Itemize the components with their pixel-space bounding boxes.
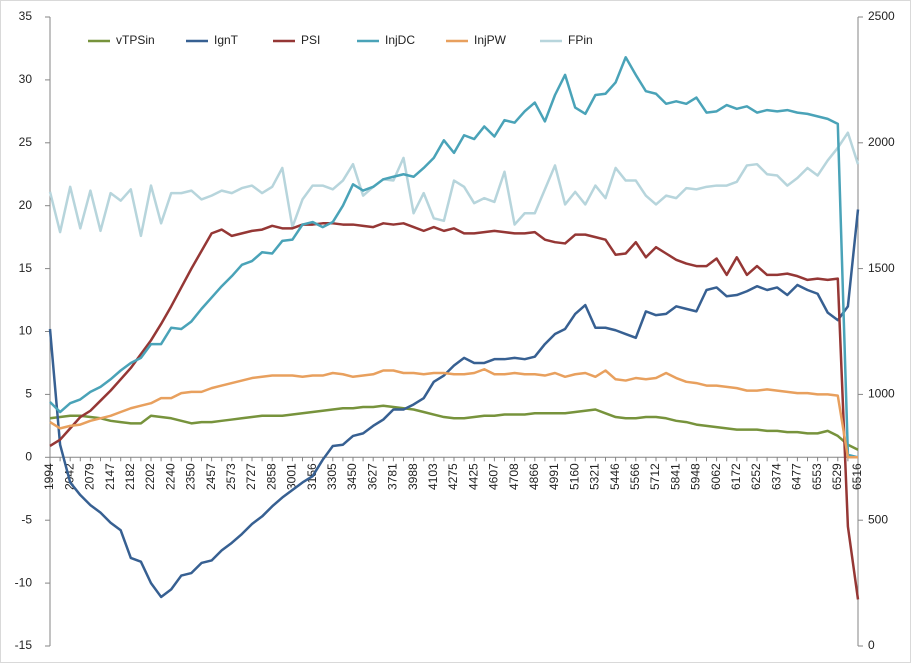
series-line: [49, 404, 859, 451]
x-tick-label: 2350: [184, 463, 198, 490]
x-tick-label: 2202: [143, 463, 157, 490]
legend-label: FPin: [568, 33, 593, 47]
legend-label: PSI: [301, 33, 320, 47]
x-tick-label: 4425: [466, 463, 480, 490]
x-tick-label: 2858: [264, 463, 278, 490]
x-tick-label: 3305: [325, 463, 339, 490]
x-tick-label: 5712: [648, 463, 662, 490]
legend-label: IgnT: [214, 33, 239, 47]
x-tick-label: 6252: [749, 463, 763, 490]
x-tick-label: 3781: [386, 463, 400, 490]
x-tick-label: 6477: [790, 463, 804, 490]
y2-tick-label: 2500: [868, 9, 895, 23]
y-tick-label: 15: [19, 261, 33, 275]
x-tick-label: 5321: [588, 463, 602, 490]
x-tick-label: 2182: [123, 463, 137, 490]
x-tick-label: 2457: [204, 463, 218, 490]
y-tick-label: 10: [19, 324, 33, 338]
x-tick-label: 2147: [103, 463, 117, 490]
x-tick-label: 2240: [163, 463, 177, 490]
x-tick-label: 4991: [547, 463, 561, 490]
legend-label: vTPSin: [116, 33, 155, 47]
y-tick-label: 30: [19, 72, 33, 86]
y-tick-label: 0: [25, 449, 32, 463]
x-tick-label: 4607: [487, 463, 501, 490]
x-tick-label: 4103: [426, 463, 440, 490]
legend-label: InjPW: [474, 33, 507, 47]
x-tick-label: 3001: [285, 463, 299, 490]
x-tick-label: 5160: [567, 463, 581, 490]
x-tick-label: 5566: [628, 463, 642, 490]
y-tick-label: 20: [19, 198, 33, 212]
x-tick-label: 4275: [446, 463, 460, 490]
y-tick-label: -10: [15, 575, 33, 589]
y2-tick-label: 1500: [868, 261, 895, 275]
series-line: [49, 367, 858, 459]
y-tick-label: 5: [25, 387, 32, 401]
x-tick-label: 3450: [345, 463, 359, 490]
x-tick-label: 2727: [244, 463, 258, 490]
x-tick-label: 6374: [769, 463, 783, 490]
y-tick-label: 25: [19, 135, 33, 149]
series-line: [48, 131, 860, 238]
x-tick-label: 3988: [406, 463, 420, 490]
y2-tick-label: 2000: [868, 135, 895, 149]
x-tick-label: 3627: [365, 463, 379, 490]
y-tick-label: -5: [21, 512, 32, 526]
y2-tick-label: 1000: [868, 387, 895, 401]
y-tick-label: 35: [19, 9, 33, 23]
x-tick-label: 6062: [709, 463, 723, 490]
x-tick-label: 1994: [42, 463, 56, 490]
x-tick-label: 4866: [527, 463, 541, 490]
series-line: [48, 209, 860, 599]
series-line: [49, 222, 860, 600]
x-tick-label: 5841: [668, 463, 682, 490]
y2-tick-label: 0: [868, 638, 875, 652]
x-tick-label: 2573: [224, 463, 238, 490]
x-tick-label: 6172: [729, 463, 743, 490]
x-tick-label: 4708: [507, 463, 521, 490]
x-tick-label: 6529: [830, 463, 844, 490]
x-tick-label: 6516: [850, 463, 864, 490]
x-tick-label: 5948: [689, 463, 703, 490]
x-tick-label: 2079: [83, 463, 97, 490]
x-tick-label: 6553: [810, 463, 824, 490]
legend-label: InjDC: [385, 33, 415, 47]
y2-tick-label: 500: [868, 512, 888, 526]
x-tick-label: 5446: [608, 463, 622, 490]
series-line: [49, 56, 859, 459]
y-tick-label: -15: [15, 638, 33, 652]
